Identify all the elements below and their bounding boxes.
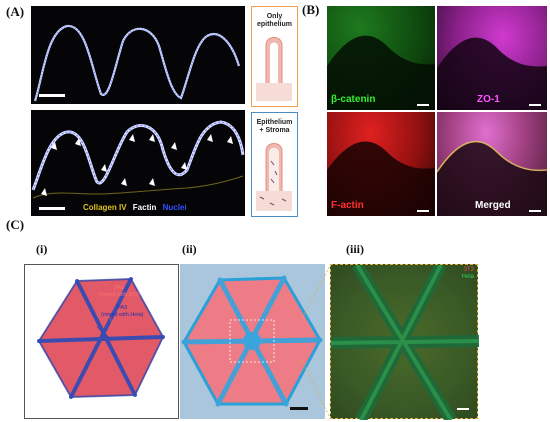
- epithelium-folds-top: [33, 24, 241, 102]
- epithelium-stroma-folds: [31, 120, 245, 199]
- schematic-box-stroma: Epithelium + Stroma: [251, 112, 298, 217]
- sub-label-ii: (ii): [182, 242, 197, 256]
- pa1-line2: (mixed with 3T3): [99, 291, 140, 298]
- epithelium-schematic: [256, 37, 292, 101]
- hexagon-photo: [37, 277, 165, 399]
- scale-bar-b4: [529, 210, 541, 212]
- fluor-label-3t3: 3T3: [463, 267, 474, 273]
- scale-bar-b1: [417, 104, 429, 106]
- micrograph-epithelium-only: [31, 6, 245, 104]
- box-bottom-title-2: + Stroma: [259, 127, 290, 134]
- scale-bar-c-iii: [457, 408, 469, 410]
- sub-label-i: (i): [36, 242, 48, 256]
- zo1-label: ZO-1: [477, 94, 500, 105]
- channel-beta-catenin: β-catenin: [327, 6, 435, 110]
- stroma-schematic: [256, 143, 292, 211]
- sub-label-iii: (iii): [346, 242, 364, 256]
- pa1-line1: PA1: [114, 285, 125, 291]
- pa1-annotation: PA1 (mixed with 3T3): [99, 285, 140, 298]
- box-top-title-1: Only: [266, 13, 283, 20]
- panel-b-label: (B): [302, 2, 320, 17]
- box-top-title-2: epithelium: [256, 21, 292, 28]
- pa3-line2: (mixed with Hela): [101, 311, 144, 318]
- hexagon-blue-photo: [180, 264, 325, 419]
- scale-bar-b2: [529, 104, 541, 106]
- fluorescence-zoom: 3T3 Hela: [330, 264, 479, 420]
- panel-c-label: (C): [6, 217, 25, 232]
- legend-factin: Factin: [132, 203, 157, 212]
- legend-nuclei: Nuclei: [162, 203, 187, 212]
- channel-merged: Merged: [437, 112, 547, 216]
- pa3-annotation: PA3 (mixed with Hela): [101, 305, 143, 318]
- merged-label: Merged: [475, 200, 511, 211]
- box-bottom-title-1: Epithelium: [256, 119, 293, 126]
- panel-a-label: (A): [6, 4, 25, 19]
- scale-bar-a-top: [39, 94, 65, 97]
- scale-bar-b3: [417, 210, 429, 212]
- arrowheads: [41, 134, 233, 196]
- factin-label: F-actin: [331, 200, 364, 211]
- legend-row: Collagen IV Factin Nuclei: [83, 203, 187, 212]
- legend-collagen: Collagen IV: [83, 203, 127, 212]
- beta-catenin-label: β-catenin: [331, 94, 376, 105]
- micrograph-epithelium-stroma: Collagen IV Factin Nuclei: [31, 110, 245, 216]
- channel-factin: F-actin: [327, 112, 435, 216]
- channel-zo1: ZO-1: [437, 6, 547, 110]
- pa3-line1: PA3: [117, 305, 128, 311]
- scale-bar-c-ii: [290, 407, 308, 410]
- schematic-box-epithelium: Only epithelium: [251, 6, 298, 107]
- scale-bar-a-bottom: [39, 207, 65, 210]
- fluor-label-hela: Hela: [461, 274, 474, 280]
- frame-hexagon-photo: PA1 (mixed with 3T3) PA3 (mixed with Hel…: [24, 264, 179, 419]
- zoom-connectors: [302, 265, 331, 419]
